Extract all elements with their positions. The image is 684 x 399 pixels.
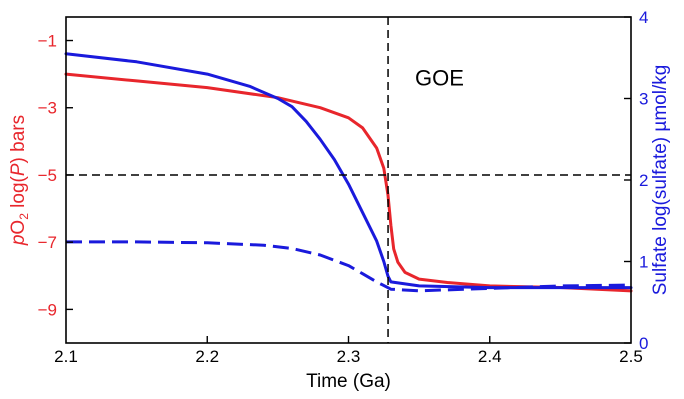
y-right-tick-label: 3 xyxy=(639,90,648,109)
y-left-label-base: O xyxy=(8,220,29,235)
y-right-tick-label: 0 xyxy=(639,334,648,353)
x-tick-label: 2.1 xyxy=(54,347,78,366)
y-right-tick-label: 4 xyxy=(639,8,648,27)
x-tick-label: 2.5 xyxy=(619,347,643,366)
y-left-tick-label: −1 xyxy=(38,32,57,51)
blue-solid-series-line xyxy=(64,52,633,290)
y-left-label-main-post: ) bars xyxy=(8,115,29,164)
reference-lines xyxy=(66,17,631,343)
y-left-tick-label: −5 xyxy=(38,166,57,185)
tick-labels: 2.1 2.2 2.3 2.4 2.5 −1 −3 −5 −7 −9 0 1 2 3 4 xyxy=(38,8,649,366)
y-right-tick-label: 2 xyxy=(639,171,648,190)
annotation-label: GOE xyxy=(415,65,464,90)
y-left-tick-label: −9 xyxy=(38,300,57,319)
x-tick-label: 2.4 xyxy=(478,347,502,366)
y-left-tick-label: −3 xyxy=(38,99,57,118)
blue-dashed-series-line xyxy=(66,240,632,293)
y-left-tick-label: −7 xyxy=(38,233,57,252)
x-tick-label: 2.2 xyxy=(195,347,219,366)
y-left-label-main-pre: log( xyxy=(8,175,29,213)
plot-frame xyxy=(65,16,632,344)
y-left-label-prefix: p xyxy=(8,235,29,247)
annotations: GOE xyxy=(415,65,464,90)
y-left-label-subscript: 2 xyxy=(17,213,31,220)
y-axis-left-label: pO2 log(P) bars xyxy=(8,115,31,246)
x-axis-label: Time (Ga) xyxy=(306,371,391,392)
series-lines xyxy=(64,52,633,293)
y-right-tick-label: 1 xyxy=(639,253,648,272)
y-left-label-main-italic: P xyxy=(8,163,29,176)
y-axis-right-label: Sulfate log(sulfate) µmol/kg xyxy=(650,65,671,296)
x-tick-label: 2.3 xyxy=(337,347,361,366)
axis-ticks xyxy=(66,16,631,344)
